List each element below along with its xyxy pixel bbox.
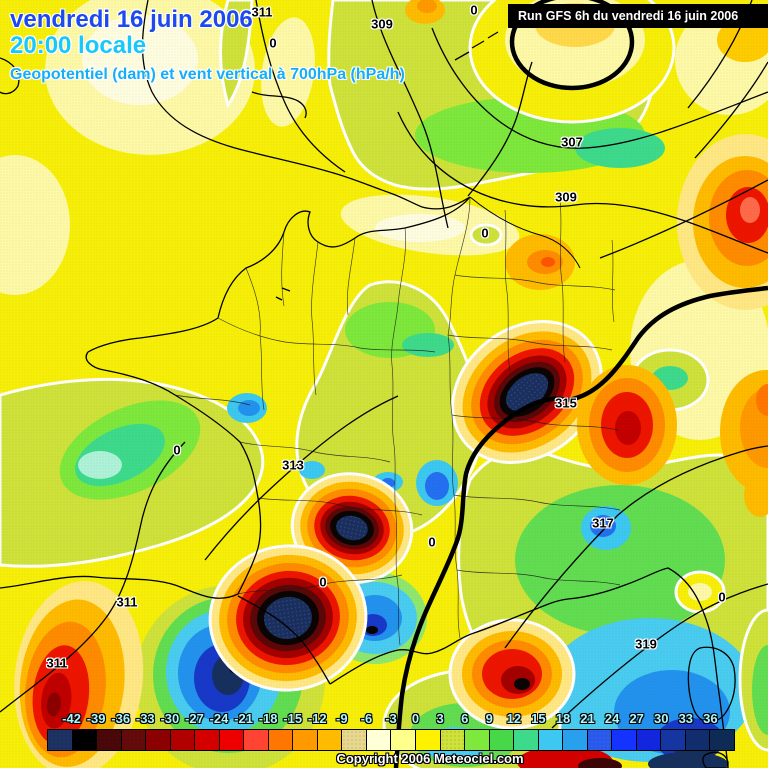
- colorbar-tick-label: 18: [555, 711, 571, 726]
- colorbar-cell: [195, 730, 219, 750]
- colorbar-cell: [661, 730, 685, 750]
- colorbar-tick-label: 6: [461, 711, 469, 726]
- colorbar-cell: [587, 730, 612, 750]
- colorbar: [47, 729, 735, 751]
- zero-line-label: 0: [269, 35, 277, 51]
- colorbar-tick-label: -6: [360, 711, 373, 726]
- run-info-text: Run GFS 6h du vendredi 16 juin 2006: [518, 9, 739, 23]
- colorbar-tick-label: -9: [336, 711, 348, 726]
- colorbar-tick-label: -27: [185, 711, 204, 726]
- zero-line-label: 0: [718, 589, 726, 605]
- map-subtitle: Geopotentiel (dam) et vent vertical à 70…: [10, 66, 405, 83]
- colorbar-tick-label: 30: [654, 711, 669, 726]
- zero-line-label: 0: [470, 2, 478, 18]
- colorbar-tick-label: -30: [160, 711, 180, 726]
- colorbar-cell: [514, 730, 538, 750]
- colorbar-tick-label: 33: [678, 711, 694, 726]
- colorbar-tick-label: -15: [283, 711, 303, 726]
- colorbar-tick-label: 27: [629, 711, 644, 726]
- geopotential-contour-label: 311: [46, 655, 68, 671]
- colorbar-tick-label: -42: [62, 711, 81, 726]
- colorbar-cell: [710, 730, 734, 750]
- geopotential-contour-label: 309: [555, 189, 577, 205]
- zero-line-label: 0: [428, 534, 436, 550]
- geopotential-contour-label: 311: [251, 4, 273, 20]
- colorbar-tick-label: -36: [111, 711, 131, 726]
- run-info-box: Run GFS 6h du vendredi 16 juin 2006: [508, 4, 768, 28]
- colorbar-cell: [121, 730, 146, 750]
- colorbar-cell: [219, 730, 244, 750]
- colorbar-cell: [342, 730, 366, 750]
- colorbar-tick-label: 36: [703, 711, 718, 726]
- colorbar-cell: [415, 730, 440, 750]
- colorbar-tick-label: 0: [411, 711, 420, 726]
- colorbar-cell: [146, 730, 170, 750]
- zero-line-label: 0: [173, 442, 181, 458]
- colorbar-tick-label: -21: [234, 711, 253, 726]
- colorbar-tick-label: -39: [86, 711, 106, 726]
- colorbar-cell: [538, 730, 563, 750]
- geopotential-contour-label: 319: [635, 636, 657, 652]
- colorbar-tick-label: 21: [580, 711, 595, 726]
- copyright-text: Copyright 2006 Meteociel.com: [336, 751, 524, 766]
- zero-line-label: 0: [481, 225, 489, 241]
- colorbar-cell: [440, 730, 465, 750]
- colorbar-cell: [97, 730, 121, 750]
- geopotential-contour-label: 313: [282, 457, 304, 473]
- colorbar-tick-label: -18: [258, 711, 278, 726]
- geopotential-contour-label: 307: [561, 134, 583, 150]
- geopotential-contour-label: 309: [371, 16, 393, 32]
- colorbar-cell: [489, 730, 514, 750]
- colorbar-tick-label: -3: [385, 711, 397, 726]
- colorbar-cell: [563, 730, 587, 750]
- colorbar-cell: [48, 730, 72, 750]
- geopotential-contour-label: 317: [592, 515, 614, 531]
- colorbar-cell: [465, 730, 489, 750]
- colorbar-tick-label: -24: [209, 711, 229, 726]
- colorbar-cell: [170, 730, 195, 750]
- colorbar-cell: [391, 730, 415, 750]
- colorbar-tick-label: -12: [307, 711, 327, 726]
- colorbar-cell: [293, 730, 317, 750]
- zero-line-label: 0: [319, 574, 327, 590]
- colorbar-cell: [612, 730, 636, 750]
- colorbar-cell: [72, 730, 97, 750]
- colorbar-cell: [268, 730, 293, 750]
- colorbar-cell: [317, 730, 342, 750]
- date-title: vendredi 16 juin 2006: [10, 6, 253, 33]
- colorbar-cell: [685, 730, 710, 750]
- colorbar-tick-label: 24: [604, 711, 620, 726]
- colorbar-cell: [636, 730, 661, 750]
- colorbar-tick-label: -33: [135, 711, 155, 726]
- time-title: 20:00 locale: [10, 32, 147, 59]
- colorbar-tick-label: 9: [485, 711, 493, 726]
- geopotential-contour-label: 311: [116, 594, 138, 610]
- colorbar-cell: [366, 730, 391, 750]
- geopotential-contour-label: 315: [555, 395, 577, 411]
- colorbar-tick-label: 15: [531, 711, 546, 726]
- colorbar-tick-label: 3: [436, 711, 444, 726]
- colorbar-cell: [244, 730, 268, 750]
- colorbar-tick-label: 12: [506, 711, 522, 726]
